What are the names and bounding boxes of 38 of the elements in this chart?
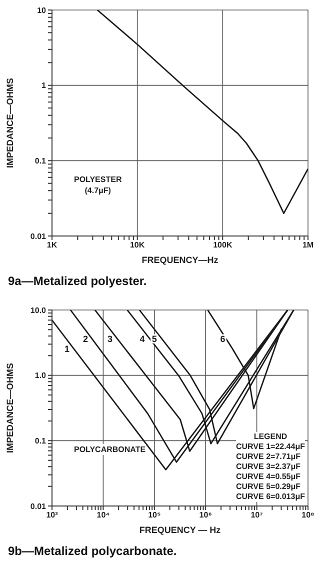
x-tick-label: 10⁸	[302, 510, 315, 520]
series-label: 4	[140, 334, 145, 344]
x-tick-label: 10⁴	[96, 510, 110, 520]
y-tick-label: 10.0	[30, 306, 47, 315]
x-tick-label: 10³	[46, 510, 58, 520]
series-label: 1	[64, 344, 70, 354]
x-tick-label: 10⁵	[148, 510, 161, 520]
series-label: 3	[107, 334, 112, 344]
y-tick-label: 0.1	[34, 156, 47, 166]
text: 9a—Metalized polyester.	[8, 274, 148, 288]
y-axis-title: IMPEDANCE—OHMS	[5, 78, 16, 168]
x-tick-label: 1M	[302, 240, 314, 250]
x-tick-label: 1K	[46, 240, 58, 250]
y-axis-title: IMPEDANCE—OHMS	[5, 362, 16, 454]
x-tick-label: 10⁶	[199, 510, 212, 520]
annotation: CURVE 2=7.71μF	[236, 452, 302, 462]
x-tick-label: 10⁷	[250, 510, 263, 520]
x-tick-label: 100K	[213, 240, 232, 250]
x-axis-title: FREQUENCY — Hz	[138, 524, 222, 536]
y-tick-label: 10	[37, 6, 47, 15]
annotation: LEGEND	[252, 432, 288, 442]
y-tick-label: 0.01	[30, 502, 47, 511]
y-tick-label: 0.01	[30, 232, 47, 241]
annotation: CURVE 6=0.013μF	[236, 492, 305, 502]
series-label: 6	[220, 334, 226, 344]
annotation: CURVE 3=2.37μF	[236, 462, 302, 472]
annotation: POLYCARBONATE	[74, 444, 146, 455]
y-tick-label: 1	[42, 81, 47, 90]
x-axis-title: FREQUENCY—Hz	[140, 254, 220, 266]
text: 9b—Metalized polycarbonate.	[8, 544, 178, 558]
annotation: CURVE 4=0.55μF	[236, 472, 302, 482]
annotation: POLYESTER (4.7μF)	[74, 174, 122, 196]
annotation: CURVE 1=22.44μF	[236, 442, 305, 452]
x-tick-label: 10K	[130, 240, 145, 250]
annotation: CURVE 5=0.29μF	[236, 482, 302, 492]
series-label: 2	[83, 334, 88, 344]
y-tick-label: 1.0	[34, 371, 47, 380]
y-tick-label: 0.1	[34, 436, 47, 446]
